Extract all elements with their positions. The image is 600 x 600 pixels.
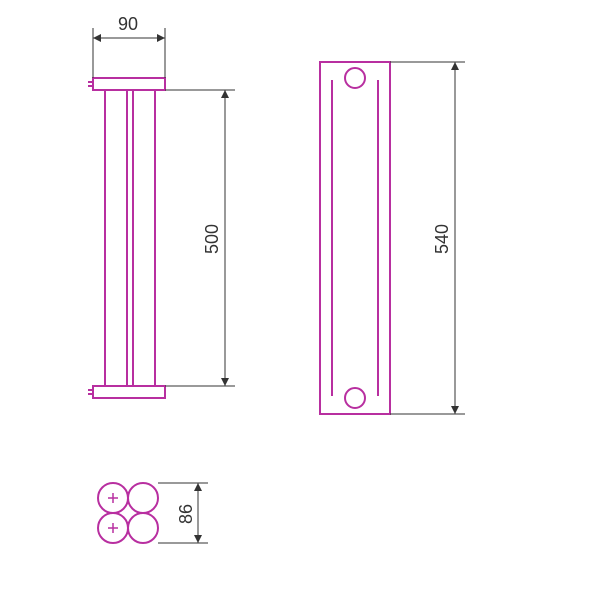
technical-drawing: 90 500 540 <box>0 0 600 600</box>
dim-height-540: 540 <box>390 62 465 414</box>
dim-height-500: 500 <box>165 90 235 386</box>
top-view <box>98 483 158 543</box>
dim-label-86: 86 <box>176 504 196 524</box>
dim-depth-86: 86 <box>158 483 208 543</box>
dim-width-90: 90 <box>93 14 165 78</box>
front-view <box>88 78 165 398</box>
side-view <box>320 62 390 414</box>
dim-label-90: 90 <box>118 14 138 34</box>
dim-label-500: 500 <box>202 224 222 254</box>
dim-label-540: 540 <box>432 224 452 254</box>
